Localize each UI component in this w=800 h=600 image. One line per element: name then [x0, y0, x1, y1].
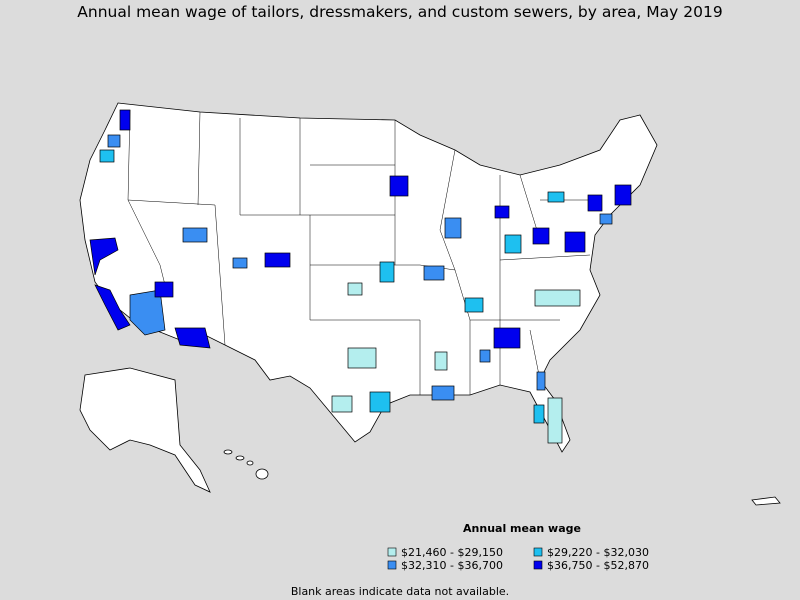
legend: Annual mean wage $21,460 - $29,150 $29,22… [387, 522, 649, 572]
legend-swatch [533, 560, 543, 570]
alaska [79, 367, 211, 493]
region [232, 257, 248, 269]
region [564, 231, 586, 253]
region [89, 237, 119, 276]
footnote: Blank areas indicate data not available. [291, 585, 509, 598]
region [174, 327, 211, 349]
region [331, 395, 353, 413]
region [494, 205, 510, 219]
region [369, 391, 391, 413]
region [504, 234, 522, 254]
region [389, 175, 409, 197]
legend-label: $21,460 - $29,150 [401, 546, 503, 559]
hawaii [223, 449, 269, 480]
region [154, 281, 174, 298]
puerto-rico [751, 496, 781, 506]
region [347, 282, 363, 296]
region [479, 349, 491, 363]
region [347, 347, 377, 369]
map [79, 102, 781, 506]
region [94, 284, 131, 331]
region [547, 191, 565, 203]
region [431, 385, 455, 401]
region [264, 252, 291, 268]
region [444, 217, 462, 239]
region [614, 184, 632, 206]
region [99, 149, 115, 163]
legend-swatch [387, 547, 397, 557]
legend-label: $29,220 - $32,030 [547, 546, 649, 559]
region [534, 289, 581, 307]
region [423, 265, 445, 281]
region [493, 327, 521, 349]
region [107, 134, 121, 148]
region [536, 371, 546, 391]
region [533, 404, 545, 424]
region [434, 351, 448, 371]
region [532, 227, 550, 245]
region [119, 109, 131, 131]
map-title: Annual mean wage of tailors, dressmakers… [77, 3, 722, 21]
legend-swatch [533, 547, 543, 557]
legend-swatch [387, 560, 397, 570]
wage-regions [89, 109, 632, 444]
region [182, 227, 208, 243]
legend-label: $36,750 - $52,870 [547, 559, 649, 572]
legend-title: Annual mean wage [463, 522, 581, 535]
region [599, 213, 613, 225]
legend-label: $32,310 - $36,700 [401, 559, 503, 572]
region [587, 194, 603, 212]
region [464, 297, 484, 313]
region [379, 261, 395, 283]
region [547, 397, 563, 444]
